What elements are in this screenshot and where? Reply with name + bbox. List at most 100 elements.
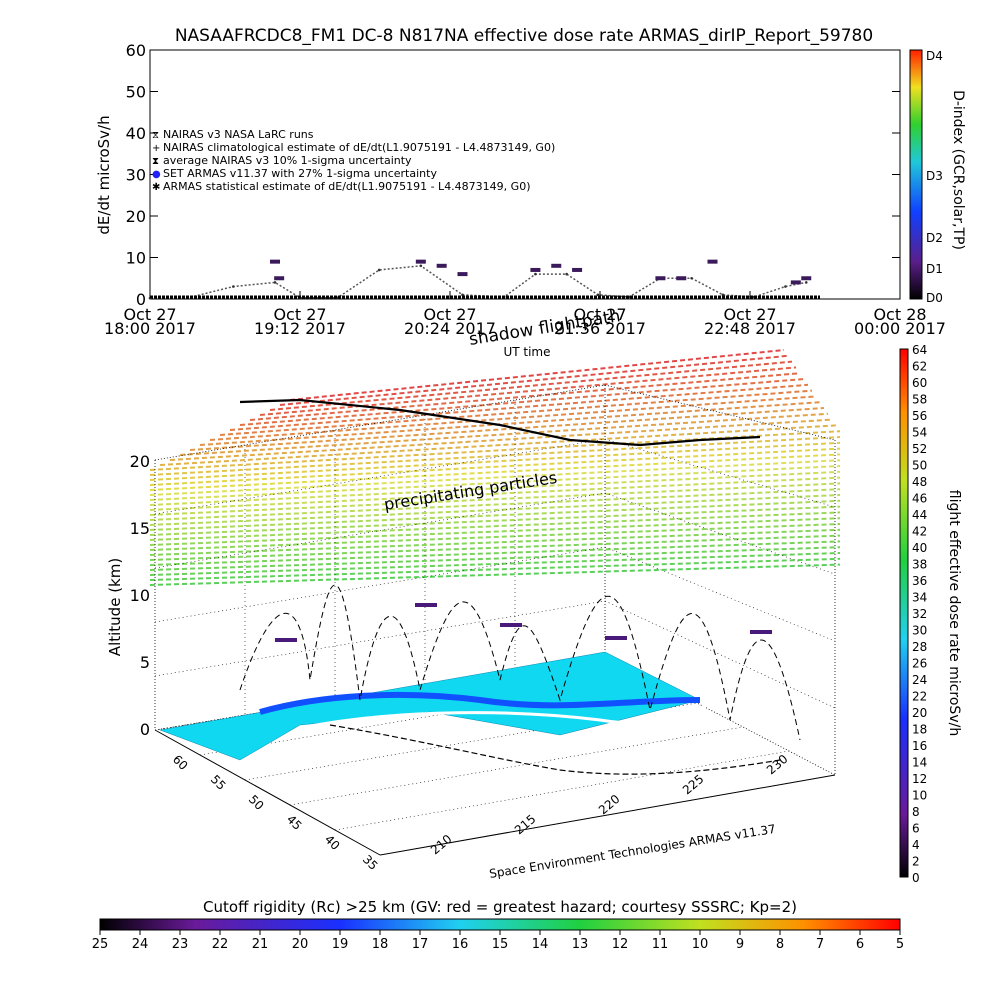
colorbar-tick-label: 24	[912, 673, 927, 687]
grid-line	[604, 546, 836, 642]
armas-point	[572, 267, 583, 272]
colorbar-tick-label: 8	[912, 805, 920, 819]
armas-flight-point	[750, 630, 772, 634]
top-chart-legend: ⧖ NAIRAS v3 NASA LaRC runs+ NAIRAS climato…	[152, 128, 555, 193]
plane-row	[149, 563, 841, 586]
colorbar-tick-label: 14	[912, 756, 927, 770]
cutoff-tick-label: 11	[652, 937, 669, 952]
nairas-series-line	[149, 265, 807, 299]
coast-highlight	[299, 703, 707, 730]
plane-row	[149, 534, 841, 561]
altitude-tick-label: 10	[130, 586, 150, 605]
dindex-colorbar	[909, 49, 923, 300]
armas-point	[270, 259, 280, 264]
altitude-tick-label: 15	[130, 519, 150, 538]
longitude-tick-label: 230	[764, 752, 791, 777]
colorbar-tick-label: 34	[912, 591, 927, 605]
armas-point	[707, 259, 718, 264]
grid-line	[154, 546, 606, 623]
nairas-point	[690, 276, 693, 280]
nairas-point	[273, 281, 277, 284]
colorbar-tick-label: 20	[912, 706, 927, 720]
colorbar-tick-label: 16	[912, 739, 927, 753]
cutoff-tick-label: 14	[532, 937, 549, 952]
plane-row	[149, 465, 841, 501]
terrain-map	[159, 651, 707, 761]
top-y-tick-label: 50	[126, 83, 146, 102]
colorbar-tick-label: 26	[912, 657, 927, 671]
altitude-tick-label: 0	[140, 720, 150, 739]
cutoff-rigidity-label: Cutoff rigidity (Rc) >25 km (GV: red = g…	[203, 898, 797, 916]
colorbar-tick-label: 62	[912, 360, 927, 374]
colorbar-tick-label: 58	[912, 393, 927, 407]
armas-point	[457, 272, 468, 277]
plane-row	[149, 523, 841, 551]
armas-point	[274, 276, 285, 281]
top-y-axis-label: dE/dt microSv/h	[95, 115, 113, 234]
altitude-axis-label: Altitude (km)	[106, 558, 124, 656]
armas-point	[415, 259, 426, 264]
dose-rate-colorbar-label: flight effective dose rate microSv/h	[946, 490, 962, 736]
nairas-point	[784, 285, 787, 288]
colorbar-tick-label: 36	[912, 574, 927, 588]
plot-3d-grid	[154, 384, 836, 856]
floor-edge	[154, 729, 381, 856]
flight-track	[239, 398, 801, 775]
grid-line	[154, 600, 606, 677]
colorbar-tick-label: 50	[912, 459, 927, 473]
floor-grid-line	[334, 750, 790, 831]
credit-text: Space Environment Technologies ARMAS v11…	[488, 822, 776, 881]
colorbar-tick-label: 40	[912, 541, 927, 555]
latitude-tick-label: 60	[170, 752, 191, 773]
shadow-flightpath-annotation: shadow flightpath	[468, 306, 622, 350]
top-x-tick-date: Oct 27	[723, 305, 776, 324]
colorbar-tick-label: 6	[912, 822, 920, 836]
top-y-tick-label: 0	[136, 290, 146, 309]
cutoff-tick-label: 10	[692, 937, 709, 952]
cutoff-tick-label: 24	[132, 937, 149, 952]
legend-entry: ARMAS statistical estimate of dE/dt(L1.9…	[163, 180, 530, 193]
legend-symbol: ✱	[152, 182, 160, 193]
legend-entry: NAIRAS climatological estimate of dE/dt(…	[163, 141, 555, 154]
armas-point	[655, 276, 666, 281]
plane-row	[149, 459, 841, 496]
plane-row	[279, 354, 789, 406]
cutoff-tick-label: 18	[372, 937, 389, 952]
shadow-flightpath-line	[239, 398, 761, 447]
cutoff-tick-label: 12	[612, 937, 629, 952]
cutoff-tick-label: 17	[412, 937, 429, 952]
plane-row	[149, 546, 841, 571]
armas-flight-point	[415, 603, 437, 607]
latitude-ticks: 60 55 50 45 40 35	[170, 752, 381, 873]
colorbar-tick-label: 48	[912, 475, 927, 489]
plane-row	[149, 552, 841, 576]
colorbar-tick-label: 18	[912, 723, 927, 737]
top-series	[148, 259, 820, 300]
armas-flight-point	[605, 636, 627, 640]
plane-row	[149, 505, 841, 536]
cutoff-tick-label: 20	[292, 937, 309, 952]
dindex-tick: D0	[926, 291, 943, 305]
top-y-ticks: 0 10 20 30 40 50 60	[126, 41, 900, 309]
plane-row	[229, 383, 809, 431]
colorbar-tick-label: 60	[912, 376, 927, 390]
latitude-tick-label: 45	[284, 812, 305, 833]
longitude-tick-label: 210	[428, 832, 455, 857]
armas-flight-point	[500, 623, 522, 627]
dindex-tick: D2	[926, 231, 943, 245]
dindex-tick: D4	[926, 49, 943, 63]
top-y-tick-label: 40	[126, 124, 146, 143]
precipitating-particles-layer	[149, 349, 841, 586]
plane-row	[149, 517, 841, 546]
floor-edge	[379, 774, 836, 856]
armas-point	[530, 267, 541, 272]
nairas-point	[804, 281, 808, 284]
plane-row	[169, 418, 833, 461]
colorbar-tick-label: 32	[912, 607, 927, 621]
dose-rate-colorbar-ticks: 0246810121416182022242628303234363840424…	[912, 343, 927, 885]
latitude-tick-label: 50	[246, 792, 267, 813]
cutoff-tick-label: 8	[776, 937, 784, 952]
nairas-point	[565, 272, 568, 276]
dindex-label: D-index (GCR,solar,TP)	[950, 90, 966, 250]
